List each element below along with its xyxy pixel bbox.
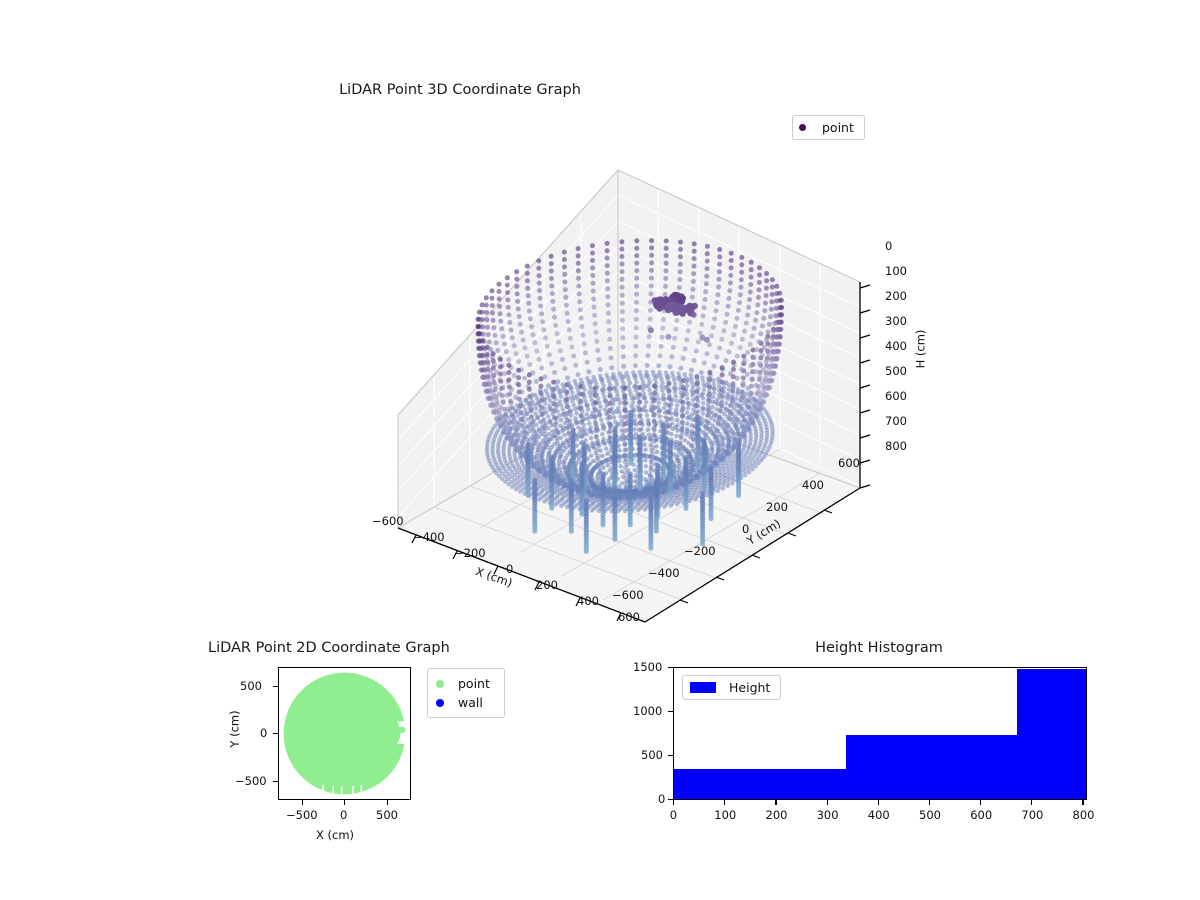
axes-3d-canvas <box>300 70 920 630</box>
xtick-label: −200 <box>454 546 486 560</box>
hist-bar[interactable] <box>674 769 846 799</box>
ytick-label: −500 <box>235 774 267 788</box>
ytick-mark <box>668 711 673 712</box>
legend-2d[interactable]: point wall <box>427 668 505 718</box>
legend-point-marker-icon <box>436 680 444 688</box>
legend-height-patch-icon <box>690 682 716 693</box>
ytick-mark <box>273 733 278 734</box>
ztick-label: 0 <box>885 239 892 253</box>
hist-bar[interactable] <box>846 735 1018 799</box>
legend-wall-marker-icon <box>436 699 444 707</box>
zticks-3d <box>860 285 870 488</box>
legend-point-label: point <box>458 676 490 691</box>
xtick-label: 500 <box>919 808 941 822</box>
chart-title-hist: Height Histogram <box>668 640 1090 656</box>
ytick-mark <box>273 781 278 782</box>
ztick-label: 600 <box>885 389 907 403</box>
ytick-label: −400 <box>648 566 680 580</box>
height-histogram-panel: Height Histogram Height 1500 1000 500 0 … <box>620 630 1120 880</box>
xtick-label: 800 <box>1073 808 1095 822</box>
axes-2d[interactable] <box>278 667 411 800</box>
ztick-label: 700 <box>885 414 907 428</box>
ytick-label: 1500 <box>633 660 662 674</box>
xtick-mark <box>878 800 879 805</box>
xtick-label: 200 <box>766 808 788 822</box>
ztick-label: 300 <box>885 314 907 328</box>
ztick-label: 800 <box>885 439 907 453</box>
xtick-label: 300 <box>817 808 839 822</box>
xtick-label: 400 <box>577 594 599 608</box>
ytick-label: 400 <box>802 478 824 492</box>
ytick-label: 0 <box>658 792 665 806</box>
legend-entry-point[interactable]: point <box>436 674 490 693</box>
y-axis-label-2d: Y (cm) <box>228 710 242 747</box>
ytick-label: 500 <box>240 679 262 693</box>
hist-bar[interactable] <box>1017 669 1086 799</box>
xtick-label: 200 <box>536 578 558 592</box>
xtick-label: −600 <box>372 514 404 528</box>
xtick-label: −500 <box>286 808 318 822</box>
ztick-label: 500 <box>885 364 907 378</box>
legend-entry-wall[interactable]: wall <box>436 693 490 712</box>
ytick-label: 500 <box>641 748 663 762</box>
ytick-label: −600 <box>612 588 644 602</box>
xtick-mark <box>673 800 674 805</box>
xtick-label: −400 <box>413 530 445 544</box>
ytick-mark <box>668 667 673 668</box>
legend-hist[interactable]: Height <box>682 675 781 700</box>
ytick-label: −200 <box>684 544 716 558</box>
ytick-label: 600 <box>838 456 860 470</box>
xtick-label: 600 <box>970 808 992 822</box>
ztick-label: 100 <box>885 264 907 278</box>
ytick-label: 1000 <box>633 704 662 718</box>
xtick-label: 0 <box>670 808 677 822</box>
xtick-mark <box>827 800 828 805</box>
xtick-label: 500 <box>376 808 398 822</box>
ytick-label: 0 <box>260 726 267 740</box>
xtick-mark <box>775 800 776 805</box>
ytick-mark <box>668 755 673 756</box>
ytick-mark <box>273 686 278 687</box>
xtick-mark <box>344 800 345 805</box>
xtick-label: 600 <box>618 610 640 624</box>
axes-3d[interactable]: −600 −400 −200 0 200 400 600 X (cm) 600 … <box>300 70 920 630</box>
legend-height-label: Height <box>729 680 770 695</box>
xtick-label: 0 <box>340 808 347 822</box>
ztick-label: 200 <box>885 289 907 303</box>
z-axis-label: H (cm) <box>913 330 927 369</box>
legend-wall-label: wall <box>458 695 483 710</box>
xtick-mark <box>980 800 981 805</box>
xtick-mark <box>724 800 725 805</box>
ytick-label: 200 <box>766 500 788 514</box>
xtick-mark <box>387 800 388 805</box>
xtick-mark <box>1031 800 1032 805</box>
lidar-3d-panel: LiDAR Point 3D Coordinate Graph point <box>300 70 920 630</box>
lidar-2d-panel: LiDAR Point 2D Coordinate Graph 500 0 −5… <box>150 630 570 880</box>
xtick-label: 400 <box>868 808 890 822</box>
point-cloud-2d <box>279 668 410 799</box>
chart-title-2d: LiDAR Point 2D Coordinate Graph <box>150 640 570 656</box>
ztick-label: 400 <box>885 339 907 353</box>
xtick-mark <box>302 800 303 805</box>
xtick-label: 100 <box>714 808 736 822</box>
xtick-mark <box>1082 800 1083 805</box>
xtick-label: 700 <box>1021 808 1043 822</box>
x-axis-label-2d: X (cm) <box>316 828 354 842</box>
matplotlib-figure: LiDAR Point 3D Coordinate Graph point <box>0 0 1200 900</box>
xtick-mark <box>929 800 930 805</box>
